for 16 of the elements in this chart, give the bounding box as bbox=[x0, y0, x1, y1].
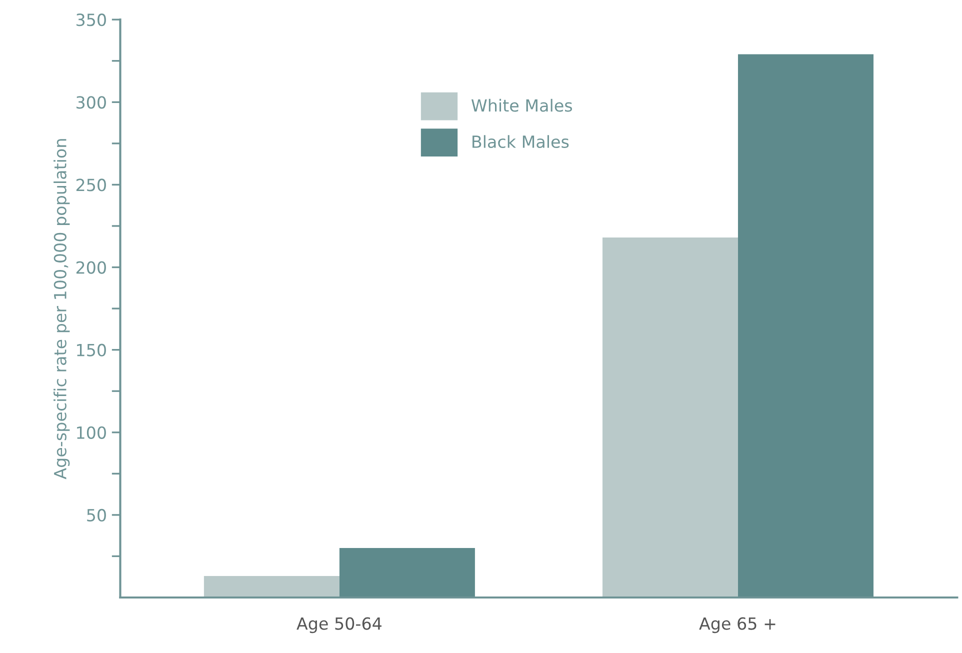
y-tick-label: 100 bbox=[77, 426, 106, 439]
y-tick-label: 350 bbox=[76, 14, 106, 26]
bar bbox=[602, 238, 738, 598]
y-tick-label: 250 bbox=[76, 178, 106, 192]
y-tick-label: 150 bbox=[77, 344, 106, 356]
legend-label: White Males bbox=[471, 98, 572, 112]
bar bbox=[339, 548, 475, 598]
y-tick-label: 200 bbox=[76, 261, 106, 274]
y-tick-label: 300 bbox=[76, 96, 106, 109]
y-axis-title: Age-specific rate per 100,000 population bbox=[54, 139, 70, 480]
x-tick-label: Age 50-64 bbox=[296, 617, 382, 634]
x-tick-label: Age 65 + bbox=[699, 617, 776, 634]
y-tick-label: 50 bbox=[87, 508, 106, 522]
bar bbox=[204, 576, 340, 598]
bar bbox=[738, 54, 874, 598]
legend-label: Black Males bbox=[472, 135, 569, 148]
